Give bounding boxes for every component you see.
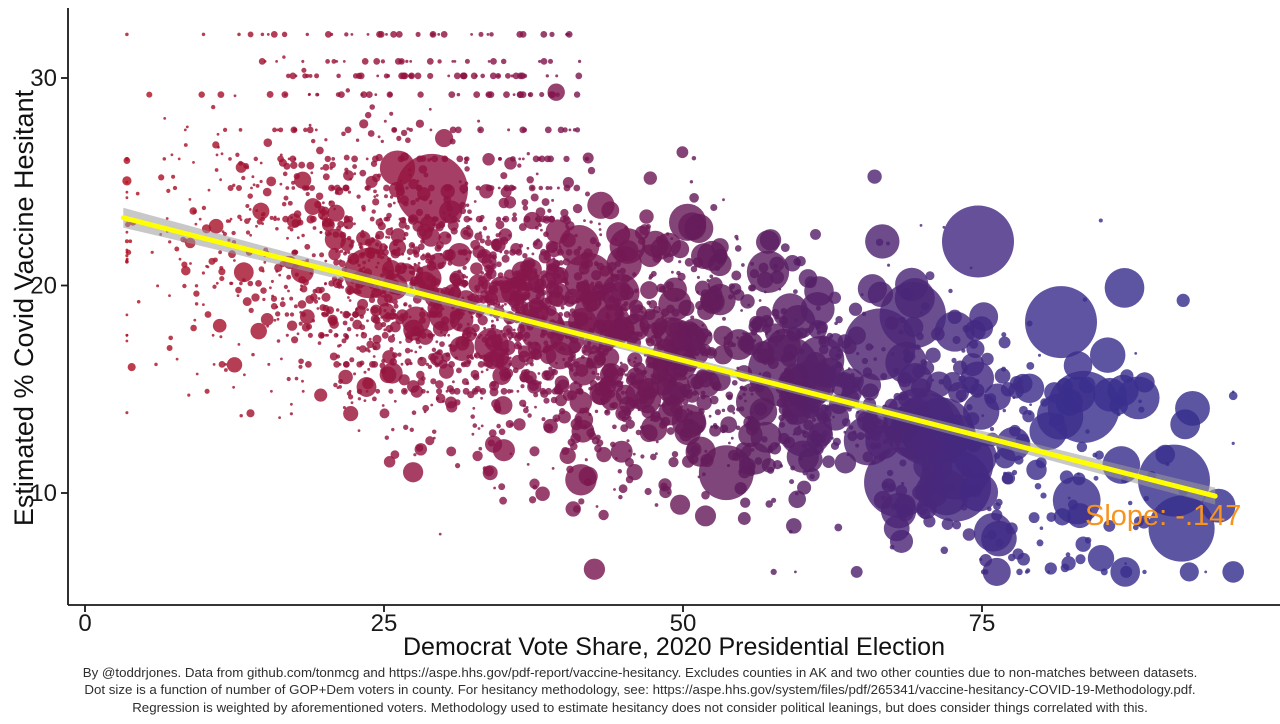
x-axis-title: Democrat Vote Share, 2020 Presidential E…	[403, 633, 945, 661]
x-tick-label: 0	[78, 610, 91, 637]
slope-annotation: Slope: -.147	[1085, 500, 1242, 532]
caption-line-2: Dot size is a function of number of GOP+…	[84, 682, 1196, 698]
regression-layer	[120, 207, 1218, 505]
caption-line-1: By @toddrjones. Data from github.com/ton…	[82, 665, 1198, 680]
y-tick-label: 10	[30, 480, 57, 507]
x-tick-label: 50	[670, 610, 697, 637]
regression-line	[120, 215, 1218, 499]
y-tick-label: 20	[30, 273, 57, 300]
y-axis-title: Estimated % Covid Vaccine Hesitant	[9, 89, 39, 527]
scatter-points	[122, 31, 1245, 587]
x-tick-label: 75	[969, 610, 996, 637]
caption-line-3: Regression is weighted by aforementioned…	[132, 699, 1148, 715]
x-tick-label: 25	[371, 610, 398, 637]
caption: By @toddrjones. Data from github.com/ton…	[0, 664, 1280, 716]
y-tick-label: 30	[30, 65, 57, 92]
